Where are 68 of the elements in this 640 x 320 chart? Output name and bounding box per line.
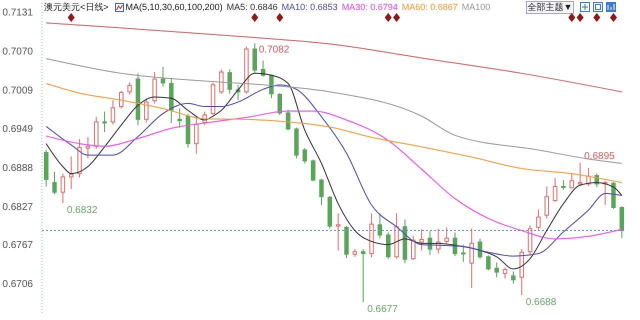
candlestick [486,254,491,271]
annotation: 0.6688 [526,297,557,308]
annotation: 0.7082 [258,44,290,56]
candlestick [419,228,424,251]
chart-title: 澳元美元<日线> [44,1,109,13]
y-tick-label: 0.6706 [2,279,34,290]
candlestick [502,267,508,279]
candlestick [336,212,340,251]
candlestick [160,66,166,88]
candlestick [102,111,107,133]
y-tick-label: 0.7070 [2,46,34,58]
annotation: 0.6895 [584,150,616,162]
candlestick [144,98,149,124]
candlestick [86,136,90,159]
y-tick-label: 0.6767 [2,240,34,252]
candlestick [469,228,474,289]
candlestick [68,156,74,190]
candlestick [452,232,458,257]
annotation: MA(5,10,30,60,100,200) [126,1,223,13]
candlestick [461,244,466,262]
text: MA30: 0.6794 [342,1,398,13]
candlestick [536,208,541,230]
candlestick [444,226,449,244]
candlestick [319,178,324,206]
text: MA60: 0.6867 [402,1,458,13]
candlestick [177,108,182,128]
candlestick [219,68,224,94]
candlestick [360,248,366,303]
text: MA100 [462,1,490,13]
candlestick [478,238,482,260]
candlestick [278,92,282,116]
candlestick [570,172,574,189]
line-series [46,22,622,92]
candlestick [411,235,416,260]
candlestick [511,270,516,284]
candlestick [552,178,558,202]
candlestick [227,68,232,94]
candlestick [286,109,290,131]
annotation: 全部主题▼ [526,1,574,14]
y-tick-label: 0.6827 [2,202,34,213]
annotation: 0.6832 [66,205,98,216]
candlestick [302,148,308,164]
candlestick [561,180,566,190]
candlestick [494,262,499,278]
candlestick [119,90,124,109]
candlestick [310,159,316,182]
candlestick [152,72,157,104]
candlestick [60,173,66,204]
candlestick [252,42,257,74]
candlestick [620,206,624,239]
y-tick-label: 0.6949 [2,124,34,135]
candlestick [386,232,390,260]
candlestick [544,186,549,219]
candlestick [194,116,199,154]
y-tick-label: 0.7131 [2,8,34,18]
candlestick [578,162,582,186]
candlestick [528,224,532,256]
candlestick [378,212,382,239]
line-series [46,58,622,164]
y-tick-label: 0.6888 [2,162,34,174]
text: MA10: 0.6853 [282,1,338,13]
y-tick-label: 0.7009 [2,85,34,96]
text: MA5: 0.6846 [226,1,278,13]
annotation: 0.6677 [367,304,398,316]
candlestick [110,100,116,125]
candlestick [127,82,132,95]
candlestick [52,171,57,195]
line-series [46,83,622,184]
